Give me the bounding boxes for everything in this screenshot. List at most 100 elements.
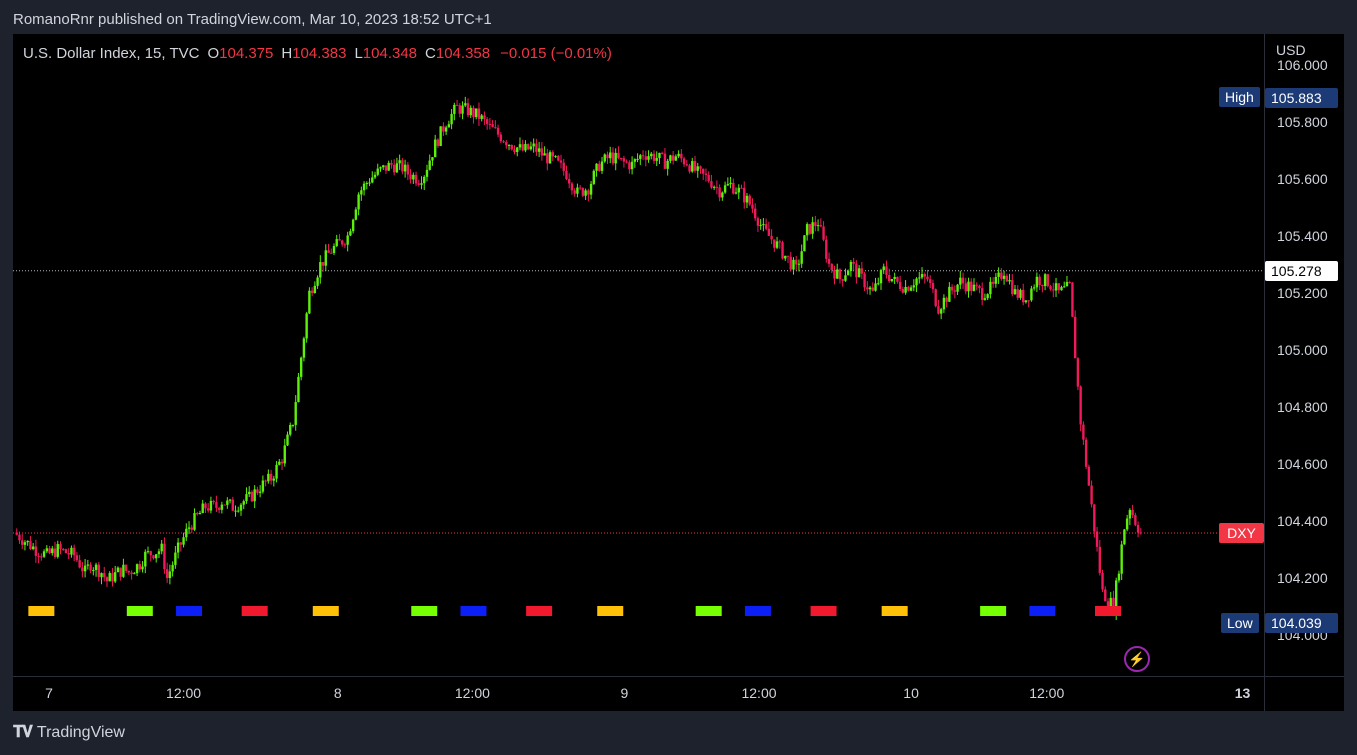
candle-body [907,286,910,291]
candle-body [23,542,27,545]
candle-body [51,548,54,554]
candle-body [589,183,593,195]
candle-body [753,208,757,219]
candle-body [18,534,21,541]
candle-body [680,153,683,159]
candle-body [206,508,210,511]
candle-body [494,127,497,129]
candle-body [499,134,503,142]
candle-body [945,297,948,302]
candle-body [535,143,538,152]
candle-body [475,108,478,118]
candle-body [1049,286,1052,290]
candle-body [67,553,70,555]
candle-body [428,160,431,170]
candle-body [113,572,117,582]
candle-body [825,239,828,259]
candle-body [349,231,352,236]
candle-body [354,209,358,220]
candle-body [160,543,163,552]
candle-body [633,159,637,162]
candle-body [915,278,918,286]
legend-low-value: 104.348 [362,45,418,62]
time-tick-label: 7 [45,685,53,701]
candle-body [488,123,492,125]
candle-body [551,152,554,157]
candle-body [570,183,574,191]
candle-body [1076,358,1080,387]
candle-body [693,161,697,171]
candle-body [721,192,724,198]
time-tick-label: 13 [1234,685,1251,701]
price-tick-label: 104.200 [1277,570,1328,586]
candle-body [86,564,90,566]
legend-symbol: U.S. Dollar Index, 15, TVC [23,45,200,62]
candle-body [423,176,426,184]
candle-body [1112,597,1115,614]
candle-body [228,499,232,501]
price-tick-label: 105.800 [1277,114,1328,130]
price-plot-area[interactable] [13,34,1264,676]
candle-body [956,284,959,292]
candle-body [510,144,513,150]
candle-body [357,194,360,210]
candle-body [248,491,251,495]
candle-body [78,560,81,568]
symbol-price-tag: DXY [1219,523,1264,543]
candle-body [53,548,57,557]
candle-body [37,555,40,557]
candle-body [1125,518,1129,530]
candle-body [141,566,144,570]
candle-body [557,155,560,161]
session-marker [744,606,771,616]
candle-body [849,261,853,271]
candle-body [1082,424,1085,440]
candle-body [1060,287,1063,291]
price-tick-label: 104.600 [1277,456,1328,472]
candle-body [365,183,369,185]
lightning-icon[interactable]: ⚡ [1124,646,1150,672]
candle-body [1134,515,1137,525]
candle-body [666,160,669,169]
candle-body [983,298,987,300]
candle-body [1098,546,1101,573]
candle-body [756,218,760,226]
candle-body [420,183,423,185]
candle-body [795,259,798,265]
candle-body [775,241,779,248]
candle-body [841,279,844,281]
candle-body [991,281,995,284]
candle-body [617,152,620,158]
candle-body [171,564,174,572]
time-tick-label: 10 [903,685,919,701]
candle-body [863,273,866,288]
candle-body [291,424,295,426]
candle-body [871,287,874,291]
candle-body [961,277,965,284]
candle-body [1139,532,1143,534]
candle-body [1035,276,1039,288]
candle-body [660,152,664,154]
candle-body [885,266,888,275]
candle-body [253,489,256,502]
session-marker [28,606,55,616]
time-tick-label: 12:00 [454,685,490,701]
candle-body [436,139,440,146]
legend-change: −0.015 (−0.01%) [500,45,612,62]
high-label-tag: High [1219,87,1260,107]
candle-body [896,276,899,282]
candle-body [376,168,379,175]
candle-body [529,146,533,150]
session-marker [526,606,553,616]
candle-body [920,274,924,278]
candle-body [868,287,872,290]
candle-body [732,182,735,194]
candle-body [338,239,341,241]
candle-body [830,263,833,270]
candle-body [937,306,940,314]
candle-body [857,268,861,278]
footer-brand[interactable]: 𝐓𝐕 TradingView [13,724,125,742]
candle-body [310,290,314,293]
candle-body [62,548,65,550]
candle-body [581,188,585,196]
